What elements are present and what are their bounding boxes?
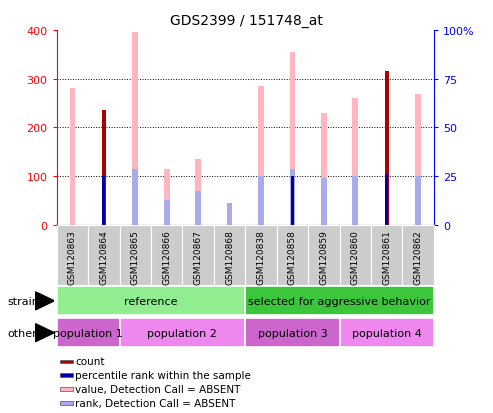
Bar	[340, 318, 434, 347]
Text: population 2: population 2	[147, 328, 217, 338]
Bar	[102, 177, 106, 225]
Bar	[415, 95, 421, 225]
Bar	[119, 225, 151, 285]
Bar	[258, 87, 264, 225]
Text: other: other	[7, 328, 37, 338]
Text: GSM120866: GSM120866	[162, 230, 171, 285]
Text: GSM120838: GSM120838	[256, 230, 266, 285]
Bar	[245, 225, 277, 285]
Bar	[415, 177, 421, 225]
Bar	[119, 318, 245, 347]
Bar	[352, 177, 358, 225]
Text: GSM120867: GSM120867	[194, 230, 203, 285]
Text: strain: strain	[7, 296, 39, 306]
Text: value, Detection Call = ABSENT: value, Detection Call = ABSENT	[75, 384, 241, 394]
Bar	[385, 72, 389, 225]
Bar	[164, 169, 170, 225]
Text: GSM120858: GSM120858	[288, 230, 297, 285]
Bar	[151, 225, 182, 285]
Text: percentile rank within the sample: percentile rank within the sample	[75, 370, 251, 380]
Bar	[340, 225, 371, 285]
Bar	[289, 53, 295, 225]
Bar	[57, 318, 119, 347]
Bar	[88, 225, 119, 285]
Bar	[289, 169, 295, 225]
Text: GSM120860: GSM120860	[351, 230, 360, 285]
Bar	[182, 225, 214, 285]
Bar	[133, 169, 138, 225]
Bar	[385, 174, 388, 225]
Bar	[245, 318, 340, 347]
Bar	[308, 225, 340, 285]
Text: reference: reference	[124, 296, 178, 306]
Text: population 3: population 3	[257, 328, 327, 338]
Bar	[164, 201, 170, 225]
Polygon shape	[35, 324, 54, 342]
Polygon shape	[35, 292, 54, 310]
Bar	[61, 387, 73, 391]
Text: GSM120864: GSM120864	[99, 230, 108, 285]
Bar	[57, 225, 88, 285]
Bar	[277, 225, 308, 285]
Bar	[245, 287, 434, 316]
Bar	[258, 177, 264, 225]
Bar	[195, 159, 201, 225]
Bar	[61, 360, 73, 363]
Bar	[61, 401, 73, 405]
Text: GSM120859: GSM120859	[319, 230, 328, 285]
Bar	[57, 287, 245, 316]
Bar	[352, 99, 358, 225]
Text: selected for aggressive behavior: selected for aggressive behavior	[248, 296, 431, 306]
Text: rank, Detection Call = ABSENT: rank, Detection Call = ABSENT	[75, 398, 236, 408]
Bar	[321, 114, 327, 225]
Bar	[227, 203, 232, 225]
Bar	[102, 111, 106, 225]
Text: GSM120861: GSM120861	[382, 230, 391, 285]
Bar	[371, 225, 402, 285]
Text: GSM120865: GSM120865	[131, 230, 140, 285]
Text: GSM120863: GSM120863	[68, 230, 77, 285]
Bar	[61, 373, 73, 377]
Bar	[133, 33, 138, 225]
Text: count: count	[75, 356, 105, 366]
Bar	[321, 179, 327, 225]
Text: GSM120862: GSM120862	[414, 230, 423, 285]
Bar	[195, 191, 201, 225]
Text: population 4: population 4	[352, 328, 422, 338]
Text: GSM120868: GSM120868	[225, 230, 234, 285]
Bar	[214, 225, 246, 285]
Bar	[70, 89, 75, 225]
Bar	[291, 177, 294, 225]
Bar	[402, 225, 434, 285]
Text: GDS2399 / 151748_at: GDS2399 / 151748_at	[170, 14, 323, 28]
Text: population 1: population 1	[53, 328, 123, 338]
